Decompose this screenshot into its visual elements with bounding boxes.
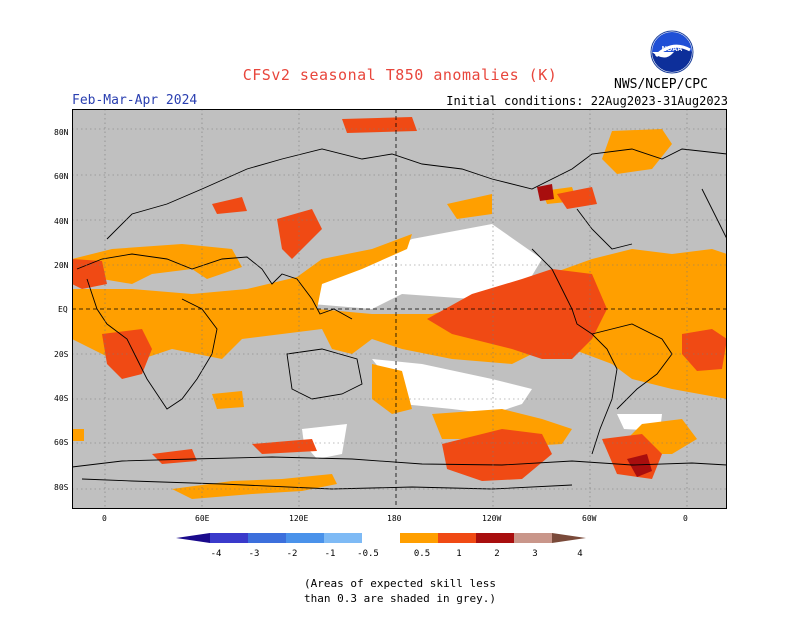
lon-label-0-east: 0 (683, 514, 688, 523)
lat-label-80n: 80N (54, 128, 69, 137)
agency-label: NWS/NCEP/CPC (614, 77, 708, 92)
legend-swatch-neutral (362, 533, 400, 543)
anomaly-map (72, 109, 727, 509)
legend-tick-minus0-5: -0.5 (357, 549, 379, 559)
legend-swatch-1-to-2 (438, 533, 476, 543)
color-legend: -4 -3 -2 -1 -0.5 0.5 1 2 3 4 (176, 533, 586, 559)
lon-label-60e: 60E (195, 514, 210, 523)
lat-label-40n: 40N (54, 217, 69, 226)
legend-swatch-below-minus4 (176, 533, 210, 543)
legend-tick-minus4: -4 (211, 549, 222, 559)
skill-footnote-line1: (Areas of expected skill less (303, 577, 497, 590)
season-label: Feb-Mar-Apr 2024 (72, 93, 198, 108)
legend-swatch-minus3-to-minus2 (248, 533, 286, 543)
legend-swatch-minus4-to-minus3 (210, 533, 248, 543)
legend-tick-minus1: -1 (325, 549, 336, 559)
lat-label-20n: 20N (54, 261, 69, 270)
legend-tick-0-5: 0.5 (414, 549, 430, 559)
legend-tick-4: 4 (577, 549, 582, 559)
lat-label-40s: 40S (54, 394, 69, 403)
chart-title: CFSv2 seasonal T850 anomalies (K) (242, 66, 558, 84)
initial-conditions-label: Initial conditions: 22Aug2023-31Aug2023 (446, 94, 728, 108)
lon-label-0: 0 (102, 514, 107, 523)
neutral-anomaly-regions (302, 224, 662, 459)
strong-warm-anomaly-regions (537, 184, 652, 477)
coastlines (72, 148, 727, 490)
lat-label-60s: 60S (54, 438, 69, 447)
legend-swatch-above-4 (552, 533, 586, 543)
lon-label-60w: 60W (582, 514, 597, 523)
lat-label-20s: 20S (54, 350, 69, 359)
legend-tick-1: 1 (456, 549, 461, 559)
graticule (72, 109, 727, 509)
legend-swatch-minus2-to-minus1 (286, 533, 324, 543)
lat-label-80s: 80S (54, 483, 69, 492)
noaa-logo: NOAA (650, 30, 694, 74)
skill-footnote-line2: than 0.3 are shaded in grey.) (303, 592, 497, 605)
lon-label-120w: 120W (482, 514, 502, 523)
map-frame (72, 109, 727, 509)
skill-footnote: (Areas of expected skill less than 0.3 a… (0, 576, 800, 606)
legend-swatch-3-to-4 (514, 533, 552, 543)
legend-swatch-0-5-to-1 (400, 533, 438, 543)
lon-label-120e: 120E (289, 514, 309, 523)
legend-tick-3: 3 (532, 549, 537, 559)
lon-label-180: 180 (387, 514, 402, 523)
lat-label-eq: EQ (58, 305, 68, 314)
legend-tick-2: 2 (494, 549, 499, 559)
legend-swatch-2-to-3 (476, 533, 514, 543)
legend-tick-minus2: -2 (287, 549, 298, 559)
legend-tick-minus3: -3 (249, 549, 260, 559)
noaa-logo-text: NOAA (662, 46, 683, 53)
lat-label-60n: 60N (54, 172, 69, 181)
legend-swatch-minus1-to-minus0-5 (324, 533, 362, 543)
